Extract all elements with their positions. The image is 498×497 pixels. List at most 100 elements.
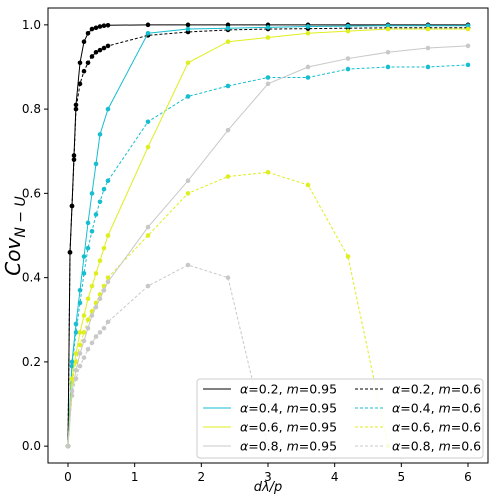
legend-label-alpha-0: α bbox=[240, 382, 249, 397]
series-4-point-8 bbox=[97, 258, 103, 264]
series-7-point-6 bbox=[89, 340, 95, 346]
legend-label-m-value-1: =0.6 bbox=[451, 382, 481, 397]
series-5-point-3 bbox=[77, 342, 83, 348]
series-5-point-5 bbox=[85, 317, 91, 323]
series-3-point-7 bbox=[93, 212, 99, 217]
series-3-point-8 bbox=[97, 199, 103, 205]
legend-label-alpha-value-6: =0.8, bbox=[248, 439, 286, 454]
series-3-point-18 bbox=[425, 64, 431, 70]
series-1-point-7 bbox=[85, 60, 91, 66]
legend-label-m-0: m bbox=[287, 382, 299, 397]
series-6-point-12 bbox=[185, 178, 191, 184]
series-6-point-15 bbox=[305, 64, 311, 70]
series-7-point-7 bbox=[93, 334, 99, 339]
series-4-point-13 bbox=[225, 39, 231, 44]
x-tick-label-4: 4 bbox=[331, 470, 339, 484]
series-6-point-9 bbox=[101, 287, 107, 293]
legend-label-alpha-6: α bbox=[240, 439, 249, 454]
series-7-point-12 bbox=[185, 262, 191, 268]
series-3-point-6 bbox=[89, 228, 95, 234]
series-4-point-4 bbox=[81, 313, 87, 318]
series-7-point-3 bbox=[77, 363, 83, 369]
series-0-point-6 bbox=[81, 39, 87, 44]
legend-label-alpha-5: α bbox=[392, 420, 401, 435]
legend-label-alpha-value-0: =0.2, bbox=[248, 382, 286, 397]
series-2-point-4 bbox=[81, 254, 87, 259]
series-7-point-5 bbox=[85, 346, 91, 352]
series-7-point-9 bbox=[101, 325, 107, 331]
series-6-point-17 bbox=[385, 49, 391, 55]
series-7-point-4 bbox=[81, 355, 87, 360]
y-axis-label: CovN − U bbox=[1, 196, 29, 275]
series-3-point-15 bbox=[305, 75, 311, 80]
series-1-point-11 bbox=[101, 45, 107, 51]
legend-label-7: α=0.8, m=0.6 bbox=[392, 439, 481, 454]
series-3-point-11 bbox=[145, 119, 151, 125]
series-1-point-9 bbox=[93, 49, 99, 55]
series-0 bbox=[65, 22, 471, 449]
series-4-point-7 bbox=[93, 271, 99, 276]
series-3-point-13 bbox=[225, 83, 231, 89]
series-0-point-3 bbox=[71, 153, 77, 158]
series-3-point-17 bbox=[385, 64, 391, 70]
series-4-point-3 bbox=[77, 330, 83, 335]
series-6-point-8 bbox=[97, 296, 103, 301]
series-4-point-18 bbox=[425, 26, 431, 32]
legend-label-alpha-3: α bbox=[392, 401, 401, 416]
series-4-point-2 bbox=[73, 351, 79, 356]
x-tick-label-0: 0 bbox=[64, 470, 72, 484]
series-3 bbox=[65, 62, 471, 449]
legend-label-alpha-value-4: =0.6, bbox=[248, 420, 286, 435]
series-line-3 bbox=[67, 64, 469, 447]
legend-label-4: α=0.6, m=0.95 bbox=[240, 420, 337, 435]
y-axis-label-subscript: N − U bbox=[13, 196, 29, 237]
legend-frame bbox=[196, 378, 484, 459]
legend-label-alpha-value-5: =0.6, bbox=[400, 420, 438, 435]
x-tick-label-1: 1 bbox=[131, 470, 139, 484]
x-tick-label-2: 2 bbox=[198, 470, 206, 484]
series-6-point-13 bbox=[225, 127, 231, 133]
series-6-point-0 bbox=[65, 443, 71, 449]
series-3-point-10 bbox=[105, 178, 111, 184]
series-3-point-4 bbox=[81, 271, 87, 276]
series-7-point-8 bbox=[97, 330, 103, 335]
legend-label-m-3: m bbox=[439, 401, 451, 416]
y-axis-label-main: Cov bbox=[1, 237, 25, 276]
series-6-point-7 bbox=[93, 304, 99, 310]
series-1-point-12 bbox=[105, 43, 111, 49]
series-6-point-14 bbox=[265, 81, 271, 87]
legend-label-m-value-0: =0.95 bbox=[299, 382, 337, 397]
series-0-point-4 bbox=[73, 102, 79, 108]
series-4-point-16 bbox=[345, 28, 351, 34]
series-2-point-12 bbox=[225, 25, 231, 31]
series-4-point-6 bbox=[89, 283, 95, 289]
series-3-point-14 bbox=[265, 75, 271, 80]
series-6-point-10 bbox=[105, 279, 111, 285]
legend: α=0.2, m=0.95α=0.4, m=0.95α=0.6, m=0.95α… bbox=[196, 378, 484, 459]
series-2-point-6 bbox=[89, 191, 95, 196]
series-2-point-9 bbox=[105, 106, 111, 112]
series-4-point-14 bbox=[265, 35, 271, 40]
series-0-point-2 bbox=[69, 203, 75, 209]
legend-label-1: α=0.2, m=0.6 bbox=[392, 382, 481, 397]
series-3-point-9 bbox=[101, 186, 107, 192]
series-2-point-3 bbox=[77, 287, 83, 293]
series-5-point-14 bbox=[265, 170, 271, 175]
series-4-point-12 bbox=[185, 60, 191, 66]
series-7-point-10 bbox=[105, 319, 111, 325]
legend-label-m-value-3: =0.6 bbox=[451, 401, 481, 416]
series-2-point-1 bbox=[69, 359, 75, 365]
series-line-4 bbox=[67, 28, 468, 447]
series-6-point-19 bbox=[465, 43, 471, 49]
series-4-point-10 bbox=[105, 233, 111, 238]
y-tick-label-4: 0.8 bbox=[22, 102, 41, 116]
legend-label-alpha-value-2: =0.4, bbox=[248, 401, 286, 416]
series-5-point-10 bbox=[105, 275, 111, 280]
series-2-point-5 bbox=[85, 220, 91, 226]
series-6-point-5 bbox=[85, 325, 91, 331]
series-2-point-15 bbox=[345, 23, 351, 29]
series-3-point-19 bbox=[465, 62, 471, 68]
legend-label-m-1: m bbox=[439, 382, 451, 397]
series-4-point-9 bbox=[101, 245, 107, 251]
y-tick-label-1: 0.2 bbox=[22, 355, 41, 369]
